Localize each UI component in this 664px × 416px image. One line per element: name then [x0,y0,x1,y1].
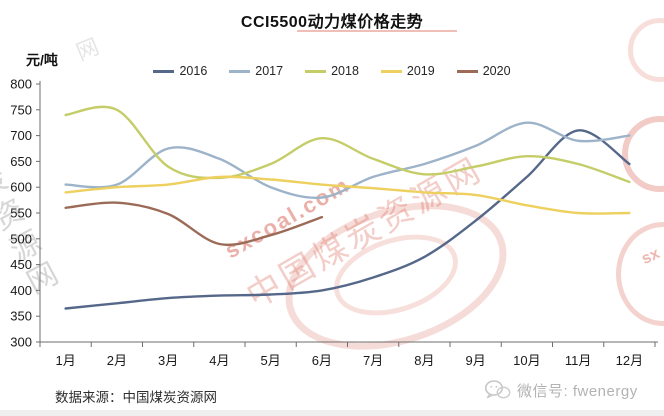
x-tick-label: 7月 [363,353,383,368]
legend-swatch-2016 [153,69,175,73]
data-source-text: 数据来源：中国煤炭资源网 [55,390,217,405]
series-line-2017 [64,121,631,200]
y-tick-label: 550 [10,206,32,221]
legend-label-2018: 2018 [331,64,359,78]
y-tick-label: 350 [10,309,32,324]
legend-item-2019: 2019 [380,64,435,78]
y-tick-label: 700 [10,128,32,143]
series-line-2018 [64,105,631,184]
y-tick-label: 500 [10,231,32,246]
legend-label-2016: 2016 [179,64,208,78]
y-tick-label: 750 [10,102,32,117]
x-tick-label: 1月 [56,353,76,368]
x-tick-label: 9月 [466,353,486,368]
legend-swatch-2020 [456,69,478,73]
x-tick-label: 2月 [107,353,127,368]
series-line-2016 [64,129,631,310]
x-tick-label: 3月 [158,353,178,368]
x-tick-label: 10月 [513,353,540,368]
legend-swatch-2019 [380,69,402,73]
legend-item-2020: 2020 [456,64,511,78]
y-tick-label: 400 [10,283,32,298]
page-title: CCI5500动力煤价格走势 [240,14,424,31]
bottom-divider [0,410,664,416]
y-tick-label: 650 [10,154,32,169]
legend-item-2018: 2018 [305,64,359,78]
legend-item-2017: 2017 [229,64,283,78]
x-tick-label: 6月 [312,353,332,368]
legend-label-2019: 2019 [406,64,435,78]
y-tick-label: 300 [10,335,32,350]
y-axis-unit-label: 元/吨 [26,52,58,68]
legend-label-2020: 2020 [482,64,511,78]
legend-swatch-2017 [229,69,251,73]
wechat-block: 微信号: fwenergy [484,379,638,401]
x-tick-label: 8月 [414,353,434,368]
title-underline [297,30,457,32]
wechat-icon [484,380,511,399]
y-tick-label: 450 [10,257,32,272]
legend-item-2016: 2016 [153,64,207,78]
wechat-id-text: 微信号: fwenergy [517,382,638,400]
y-tick-label: 600 [10,180,32,195]
x-tick-label: 12月 [616,353,643,368]
series-line-2020 [64,201,324,247]
x-tick-label: 5月 [261,353,281,368]
series-line-2019 [64,175,631,215]
chart-legend: 2016 2017 2018 2019 2020 [0,64,664,78]
x-tick-label: 11月 [565,353,592,368]
legend-swatch-2018 [305,69,327,73]
x-tick-label: 4月 [209,353,229,368]
y-tick-label: 800 [10,77,32,92]
legend-label-2017: 2017 [255,64,284,78]
